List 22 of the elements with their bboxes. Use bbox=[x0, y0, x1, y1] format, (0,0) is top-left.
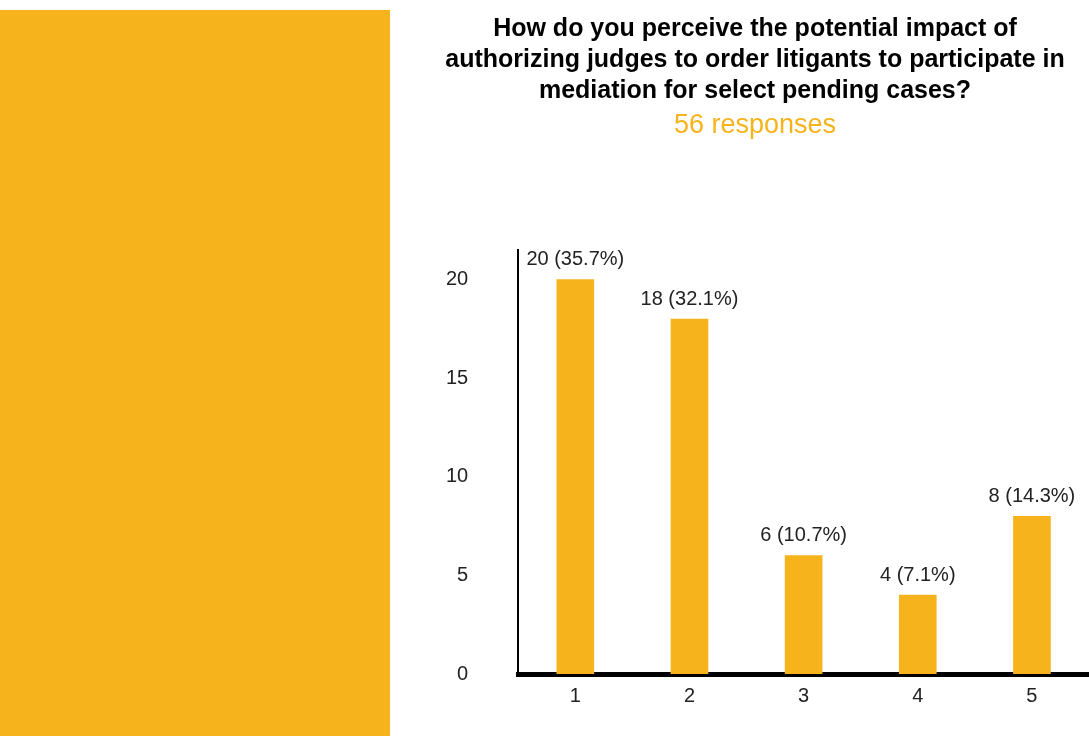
data-label: 18 (32.1%) bbox=[640, 286, 739, 309]
y-tick-label: 0 bbox=[457, 661, 469, 684]
bar bbox=[556, 279, 595, 674]
bar bbox=[670, 318, 709, 674]
x-tick-label: 3 bbox=[798, 683, 810, 706]
y-tick-label: 15 bbox=[446, 365, 469, 388]
data-label: 4 (7.1%) bbox=[879, 562, 956, 585]
y-tick-label: 5 bbox=[457, 562, 469, 585]
y-tick-label: 10 bbox=[446, 464, 469, 487]
data-label: 8 (14.3%) bbox=[988, 483, 1076, 506]
data-label: 6 (10.7%) bbox=[760, 523, 847, 546]
data-label: 20 (35.7%) bbox=[526, 247, 625, 270]
bar bbox=[898, 594, 937, 674]
x-tick-label: 4 bbox=[912, 683, 924, 706]
bar bbox=[784, 555, 823, 674]
bar bbox=[1013, 515, 1051, 674]
chart-subtitle: 56 responses bbox=[672, 109, 838, 140]
chart-title: How do you perceive the potential impact of authorizing judges to order litigants to participate in mediation for select pending cases? bbox=[444, 12, 1066, 105]
x-tick-label: 2 bbox=[683, 683, 696, 706]
x-tick-label: 5 bbox=[1026, 683, 1038, 706]
y-tick-label: 20 bbox=[446, 267, 469, 290]
x-tick-label: 1 bbox=[569, 683, 581, 706]
